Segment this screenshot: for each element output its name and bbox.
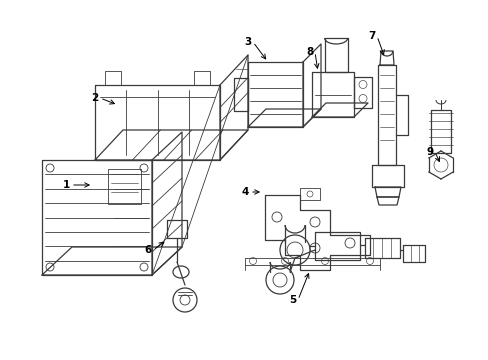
Text: 2: 2 [91, 93, 99, 103]
Bar [108, 169, 141, 204]
Text: 9: 9 [426, 147, 433, 157]
Text: 1: 1 [62, 180, 69, 190]
Text: 7: 7 [367, 31, 375, 41]
Text: 3: 3 [244, 37, 251, 47]
Text: 6: 6 [144, 245, 151, 255]
Text: 4: 4 [241, 187, 248, 197]
Text: 8: 8 [306, 47, 313, 57]
Text: 5: 5 [289, 295, 296, 305]
